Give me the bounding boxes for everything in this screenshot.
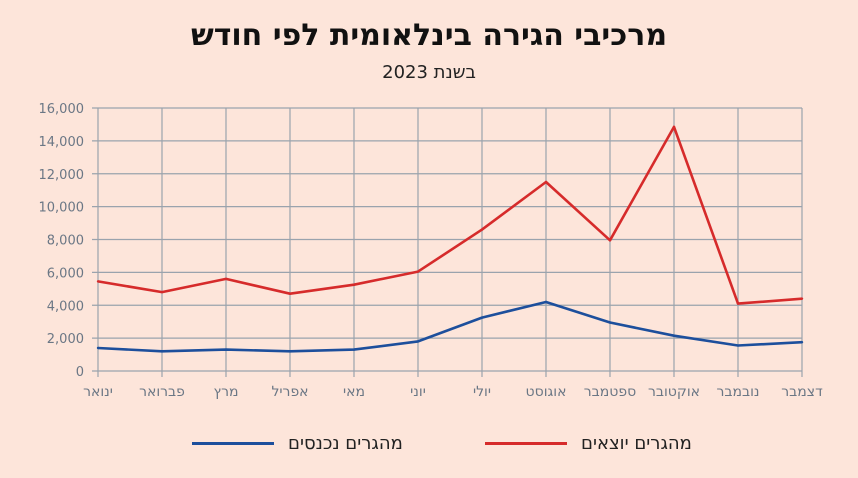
- x-tick-label: יוני: [410, 384, 426, 400]
- x-tick-label: יולי: [473, 384, 491, 400]
- x-tick-label: אוגוסט: [526, 384, 567, 400]
- series-line-0: [97, 125, 803, 305]
- legend-item-outgoing: מהגרים יוצאים: [485, 430, 692, 456]
- y-axis-ticks: 0 2,000 4,000 6,000 8,000 10,000 12,000 14,000 1…: [39, 102, 85, 380]
- data-point: [736, 344, 740, 347]
- data-point: [96, 280, 100, 283]
- x-axis-ticks: ינואר פברואר מרץ אפריל מאי יוני יולי אוגוסט ספטמ…: [83, 384, 823, 400]
- data-point: [544, 180, 548, 184]
- x-tick-label: דצמבר: [781, 384, 823, 400]
- data-point: [480, 316, 484, 319]
- data-point: [672, 125, 676, 129]
- x-tick-label: אוקטובר: [648, 384, 700, 400]
- data-point: [160, 290, 164, 294]
- legend-swatch-outgoing: [485, 441, 567, 445]
- data-point: [160, 350, 164, 353]
- data-point: [224, 348, 228, 351]
- grid-lines: [92, 107, 803, 377]
- y-tick-label: 2,000: [47, 332, 84, 347]
- x-tick-label: ינואר: [83, 384, 113, 400]
- data-point: [544, 300, 548, 304]
- x-tick-label: נובמבר: [716, 384, 759, 400]
- data-point: [608, 239, 612, 242]
- y-tick-label: 6,000: [47, 266, 84, 281]
- data-point: [352, 283, 356, 286]
- data-point: [800, 297, 804, 300]
- legend-label-outgoing: מהגרים יוצאים: [581, 432, 692, 454]
- legend-swatch-incoming: [192, 441, 274, 445]
- y-tick-label: 0: [76, 365, 84, 380]
- data-point: [224, 277, 228, 281]
- series-line-1: [97, 300, 803, 353]
- x-tick-label: מאי: [343, 384, 365, 400]
- x-tick-label: פברואר: [139, 384, 185, 400]
- chart-subtitle: בשנת 2023: [382, 62, 476, 83]
- data-point: [800, 341, 804, 344]
- y-tick-label: 10,000: [39, 201, 85, 216]
- legend-item-incoming: מהגרים נכנסים: [192, 430, 403, 456]
- data-point: [736, 302, 740, 305]
- series-lines: [96, 125, 804, 353]
- y-tick-label: 14,000: [39, 135, 85, 150]
- data-point: [288, 292, 292, 295]
- y-tick-label: 16,000: [39, 102, 85, 117]
- data-point: [416, 270, 420, 273]
- legend-label-incoming: מהגרים נכנסים: [288, 432, 403, 454]
- data-point: [352, 348, 356, 351]
- y-tick-label: 12,000: [39, 168, 85, 183]
- x-tick-label: מרץ: [214, 384, 239, 400]
- y-tick-label: 8,000: [47, 234, 84, 249]
- data-point: [96, 346, 100, 350]
- data-point: [672, 334, 676, 337]
- y-tick-label: 4,000: [47, 299, 84, 314]
- x-tick-label: ספטמבר: [584, 384, 636, 400]
- data-point: [416, 340, 420, 343]
- data-point: [608, 321, 612, 324]
- data-point: [288, 350, 292, 353]
- chart-title: מרכיבי הגירה בינלאומית לפי חודש: [190, 18, 668, 53]
- x-tick-label: אפריל: [271, 384, 308, 400]
- data-point: [480, 228, 484, 231]
